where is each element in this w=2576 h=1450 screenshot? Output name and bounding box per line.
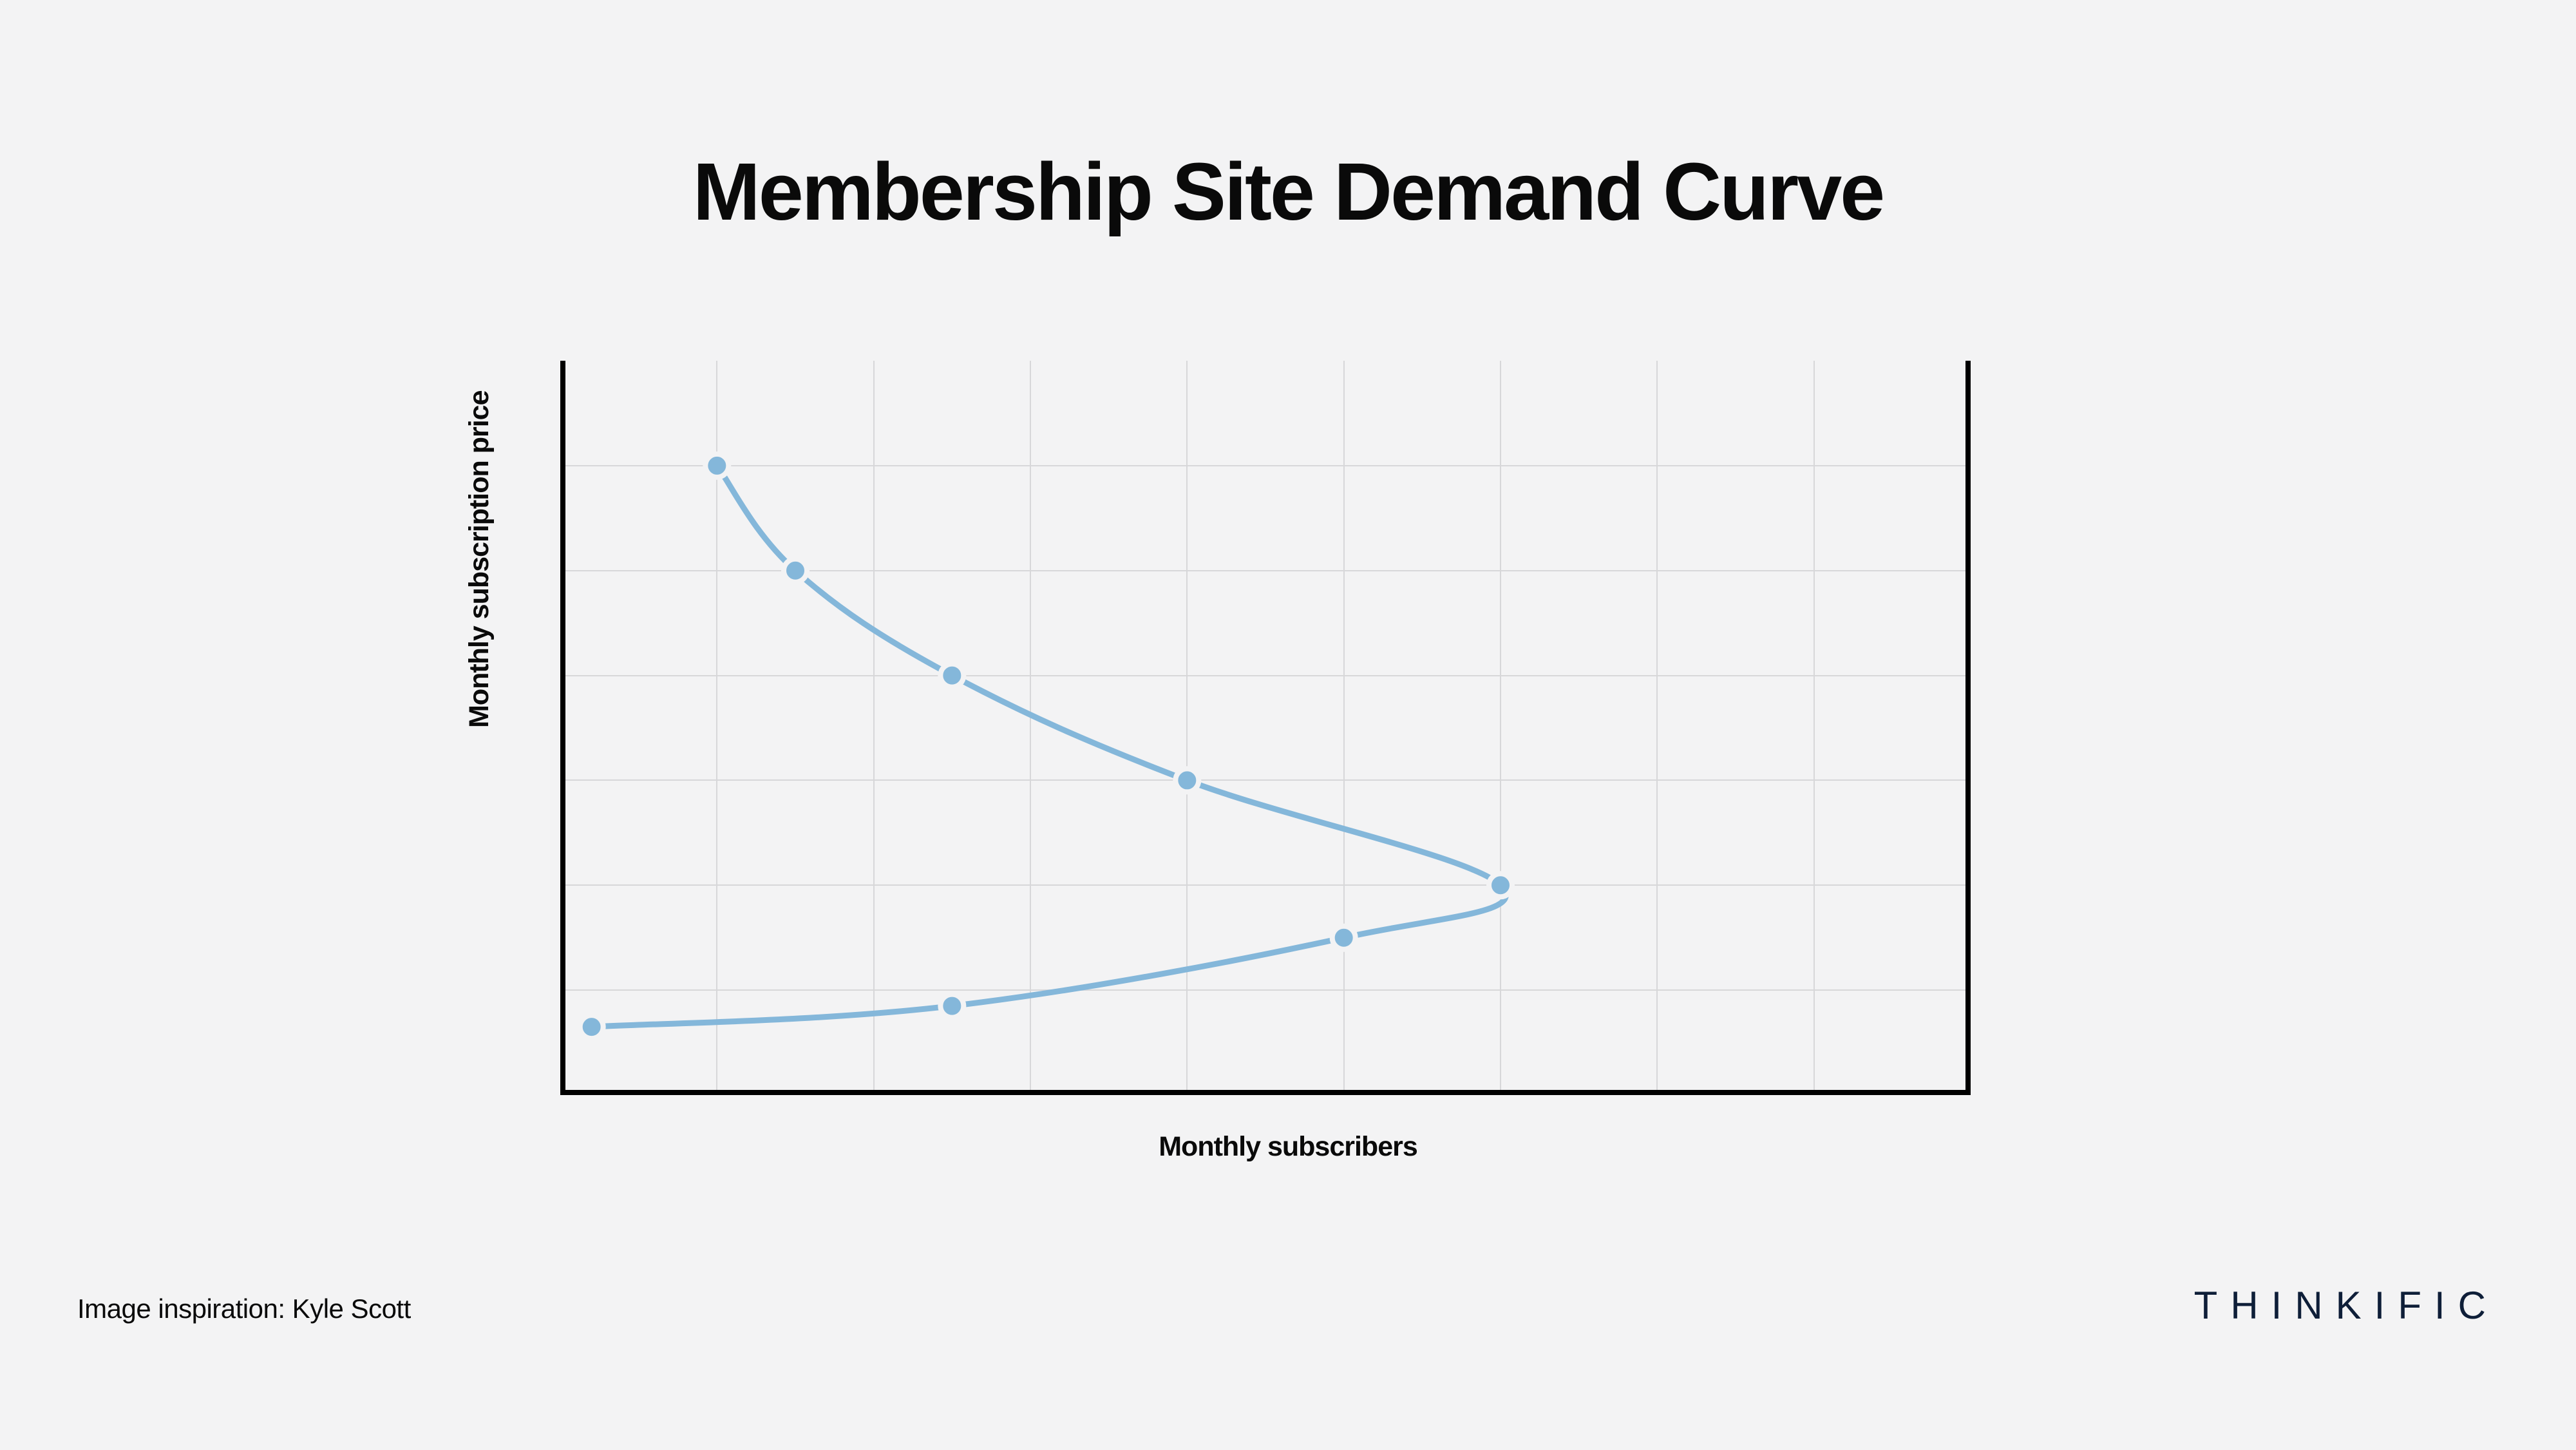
data-point-marker <box>784 559 807 582</box>
data-point-marker <box>705 454 728 477</box>
brand-logo: THINKIFIC <box>2194 1283 2499 1328</box>
y-axis-label: Monthly subscription price <box>464 391 495 729</box>
data-point-marker <box>940 995 963 1018</box>
image-credit: Image inspiration: Kyle Scott <box>77 1293 411 1324</box>
demand-curve <box>560 361 1971 1095</box>
x-axis-label: Monthly subscribers <box>1159 1131 1417 1163</box>
chart-title: Membership Site Demand Curve <box>693 145 1884 238</box>
data-point-marker <box>1175 768 1198 792</box>
data-point-marker <box>580 1015 603 1038</box>
data-point-marker <box>1332 926 1356 949</box>
data-point-marker <box>940 664 963 687</box>
chart-area <box>560 361 1971 1095</box>
data-point-marker <box>1489 873 1512 897</box>
curve-line <box>592 466 1506 1027</box>
